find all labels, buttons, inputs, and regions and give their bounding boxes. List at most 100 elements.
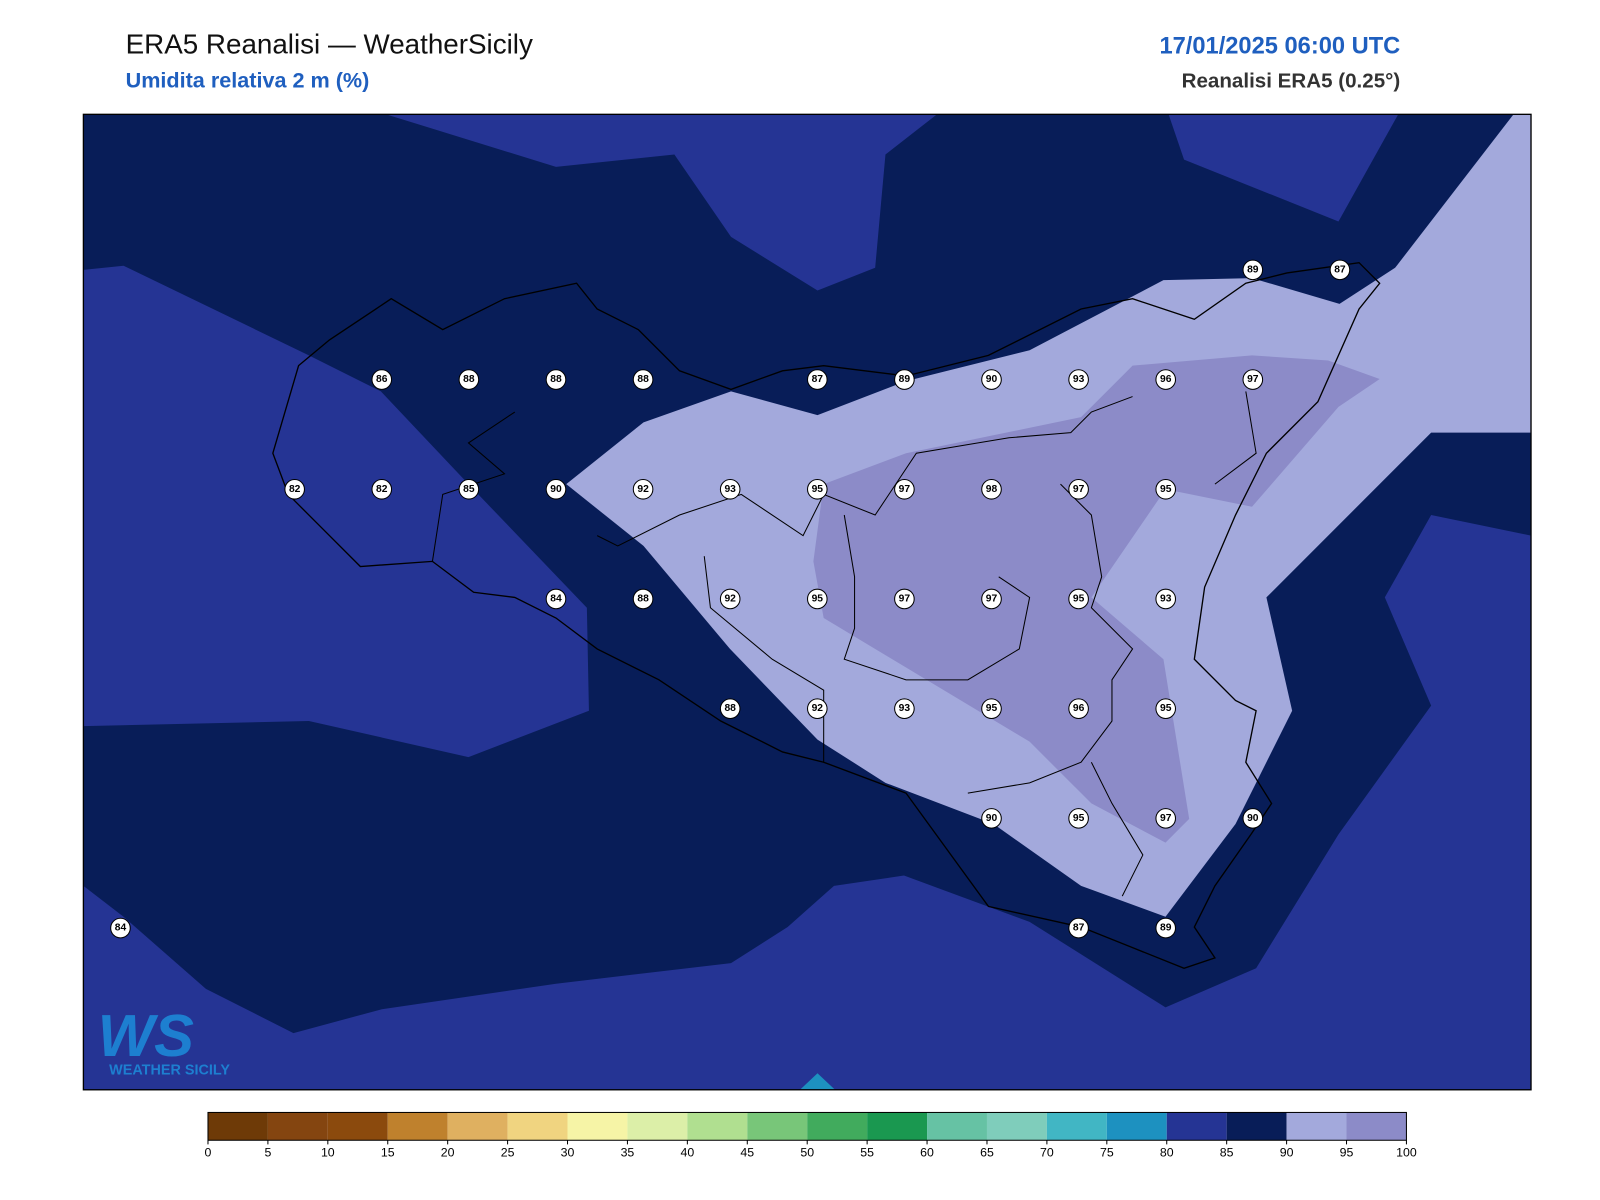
station-marker — [1068, 698, 1089, 719]
field-80-85 — [386, 114, 937, 291]
station-marker — [1068, 478, 1089, 500]
field-80-85 — [1168, 114, 1399, 222]
field-80-85 — [83, 515, 1532, 1090]
colorbar-tick-label: 55 — [860, 1146, 874, 1160]
station-value: 89 — [1247, 264, 1259, 275]
station-value: 95 — [986, 703, 998, 714]
colorbar-tick-label: 65 — [980, 1146, 994, 1160]
colorbar-tick-label: 35 — [621, 1146, 635, 1160]
station-value: 84 — [550, 593, 562, 604]
station-marker — [545, 588, 567, 610]
station-marker — [632, 369, 654, 390]
station-value: 87 — [1334, 264, 1346, 275]
colorbar-bin — [447, 1112, 508, 1141]
station-marker — [807, 369, 828, 390]
station-marker — [1068, 917, 1089, 939]
colorbar-bin — [507, 1112, 568, 1141]
colorbar-bin — [207, 1112, 268, 1141]
station-marker — [458, 369, 480, 390]
colorbar-bin — [1046, 1112, 1107, 1141]
station-marker — [719, 698, 741, 719]
colorbar-bin — [1286, 1112, 1347, 1141]
station-value: 90 — [1247, 813, 1259, 824]
station-marker — [371, 369, 393, 390]
station-value: 93 — [1160, 593, 1172, 604]
station-value: 98 — [986, 484, 998, 495]
station-value: 93 — [1073, 374, 1085, 385]
station-value: 88 — [550, 374, 562, 385]
colorbar-tick-label: 90 — [1280, 1146, 1294, 1160]
station-value: 93 — [899, 703, 911, 714]
station-marker — [1068, 369, 1089, 390]
stations: 89 87 86 88 88 88 87 89 90 93 96 97 82 82 85 90 92 93 95 97… — [110, 259, 1351, 939]
station-marker — [981, 698, 1002, 719]
colorbar-bin — [1346, 1112, 1407, 1141]
station-marker — [110, 917, 131, 939]
station-value: 90 — [986, 374, 998, 385]
colorbar-tick-label: 60 — [920, 1146, 934, 1160]
field-95-100 — [813, 355, 1380, 843]
colorbar-bin — [627, 1112, 688, 1141]
colorbar-bin — [327, 1112, 388, 1141]
station-marker — [894, 369, 915, 390]
colorbar-bin — [567, 1112, 628, 1141]
station-marker — [1155, 808, 1177, 829]
colorbar-tick-label: 70 — [1040, 1146, 1054, 1160]
station-value: 97 — [899, 484, 911, 495]
station-value: 92 — [812, 703, 824, 714]
station-marker — [719, 588, 741, 610]
station-value: 95 — [812, 593, 824, 604]
station-marker — [458, 478, 480, 500]
station-value: 88 — [637, 374, 649, 385]
colorbar-bin — [867, 1112, 928, 1141]
map — [82, 113, 1532, 1091]
title: ERA5 Reanalisi — WeatherSicily — [126, 29, 533, 60]
colorbar-bin — [687, 1112, 748, 1141]
station-marker — [981, 478, 1002, 500]
station-value: 95 — [1073, 813, 1085, 824]
station-marker — [1155, 478, 1177, 500]
station-marker — [1068, 588, 1089, 610]
colorbar-tick-label: 30 — [561, 1146, 575, 1160]
station-value: 97 — [1073, 484, 1085, 495]
station-marker — [1329, 259, 1351, 281]
colorbar-tick-label: 25 — [501, 1146, 515, 1160]
station-value: 96 — [1160, 374, 1172, 385]
station-marker — [981, 588, 1002, 610]
colorbar-tick-label: 100 — [1396, 1146, 1417, 1160]
station-value: 88 — [637, 593, 649, 604]
station-marker — [545, 369, 567, 390]
coastline — [272, 261, 1381, 969]
station-value: 85 — [463, 484, 475, 495]
station-value: 89 — [1160, 923, 1172, 934]
station-value: 89 — [899, 374, 911, 385]
station-value: 97 — [1160, 813, 1172, 824]
station-marker — [371, 478, 393, 500]
colorbar-bin — [1106, 1112, 1167, 1141]
station-marker — [1155, 588, 1177, 610]
logo: WS WEATHER SICILY — [98, 1002, 231, 1079]
source: Reanalisi ERA5 (0.25°) — [1182, 70, 1401, 93]
station-value: 97 — [899, 593, 911, 604]
station-marker — [807, 478, 828, 500]
station-marker — [1155, 369, 1177, 390]
station-marker — [1242, 808, 1264, 829]
station-value: 86 — [376, 374, 388, 385]
station-marker — [1155, 917, 1177, 939]
station-marker — [632, 478, 654, 500]
colorbar-bin — [1226, 1112, 1287, 1141]
station-value: 95 — [812, 484, 824, 495]
station-marker — [1242, 259, 1264, 281]
colorbar-bin — [267, 1112, 328, 1141]
station-marker — [894, 698, 915, 719]
colorbar-bin — [387, 1112, 448, 1141]
colorbar-tick-label: 20 — [441, 1146, 455, 1160]
station-value: 90 — [550, 484, 562, 495]
provinces — [431, 391, 1257, 897]
colorbar-bin — [747, 1112, 808, 1141]
station-value: 95 — [1160, 484, 1172, 495]
station-value: 87 — [812, 374, 824, 385]
station-marker — [284, 478, 305, 500]
station-marker — [719, 478, 741, 500]
